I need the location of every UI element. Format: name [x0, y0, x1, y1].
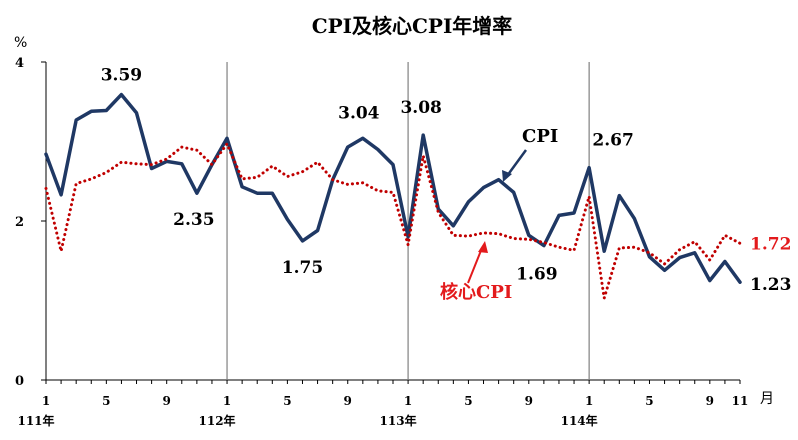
data-label: 1.75: [282, 258, 323, 278]
year-label: 112年: [199, 413, 236, 428]
x-tick-label: 9: [344, 394, 352, 408]
y-tick-labels: 0 2 4: [15, 56, 24, 389]
x-tick-label: 9: [525, 394, 533, 408]
x-tick-label: 5: [645, 394, 653, 408]
data-points: [45, 94, 741, 299]
core-cpi-line: [44, 142, 742, 300]
x-tick-label: 11: [732, 394, 749, 408]
year-dividers: [226, 62, 590, 380]
x-tick-label: 1: [223, 394, 231, 408]
data-labels: 3.59 2.35 1.75 3.04 3.08 1.69 2.67 1.23 1.72: [101, 66, 792, 296]
data-label: 1.69: [516, 265, 557, 285]
data-label: 3.59: [101, 66, 142, 86]
y-axis-unit: %: [14, 35, 27, 51]
legend-cpi-arrowhead: [502, 170, 512, 182]
legend-cpi-arrow: [505, 149, 528, 177]
year-label: 113年: [380, 413, 417, 428]
x-tick-label: 1: [585, 394, 593, 408]
legend-core-label: 核心CPI: [440, 281, 512, 303]
x-tick-label: 1: [404, 394, 412, 408]
x-tick-label: 9: [706, 394, 714, 408]
x-axis-unit: 月: [760, 391, 774, 407]
data-label: 1.72: [750, 234, 791, 254]
cpi-line: [44, 92, 742, 284]
legend-core: 核心CPI: [440, 241, 512, 303]
x-tick-labels: 1 5 9 1 5 9 1 5 9 1 5 9 11: [42, 394, 749, 408]
year-label: 111年: [17, 413, 54, 428]
data-label: 3.04: [338, 103, 380, 123]
y-tick-label: 0: [15, 374, 24, 389]
data-label: 1.23: [750, 275, 791, 295]
x-tick-label: 5: [283, 394, 291, 408]
legend-core-arrowhead: [478, 241, 488, 253]
year-labels: 111年 112年 113年 114年: [17, 413, 597, 428]
y-tick-label: 2: [15, 215, 24, 230]
legend-core-arrow: [467, 247, 483, 284]
year-label: 114年: [561, 413, 598, 428]
x-tick-label: 1: [42, 394, 50, 408]
x-tick-label: 5: [102, 394, 110, 408]
x-tick-label: 9: [163, 394, 171, 408]
data-label: 3.08: [400, 98, 441, 118]
legend-cpi-label: CPI: [522, 126, 558, 147]
data-label: 2.35: [173, 210, 214, 230]
chart-title: CPI及核心CPI年增率: [312, 14, 513, 38]
data-label: 2.67: [592, 131, 633, 151]
axes: [41, 61, 741, 384]
series-lines: [44, 92, 742, 300]
x-tick-label: 5: [464, 394, 472, 408]
y-tick-label: 4: [15, 56, 24, 71]
legend-cpi: CPI: [502, 126, 558, 182]
